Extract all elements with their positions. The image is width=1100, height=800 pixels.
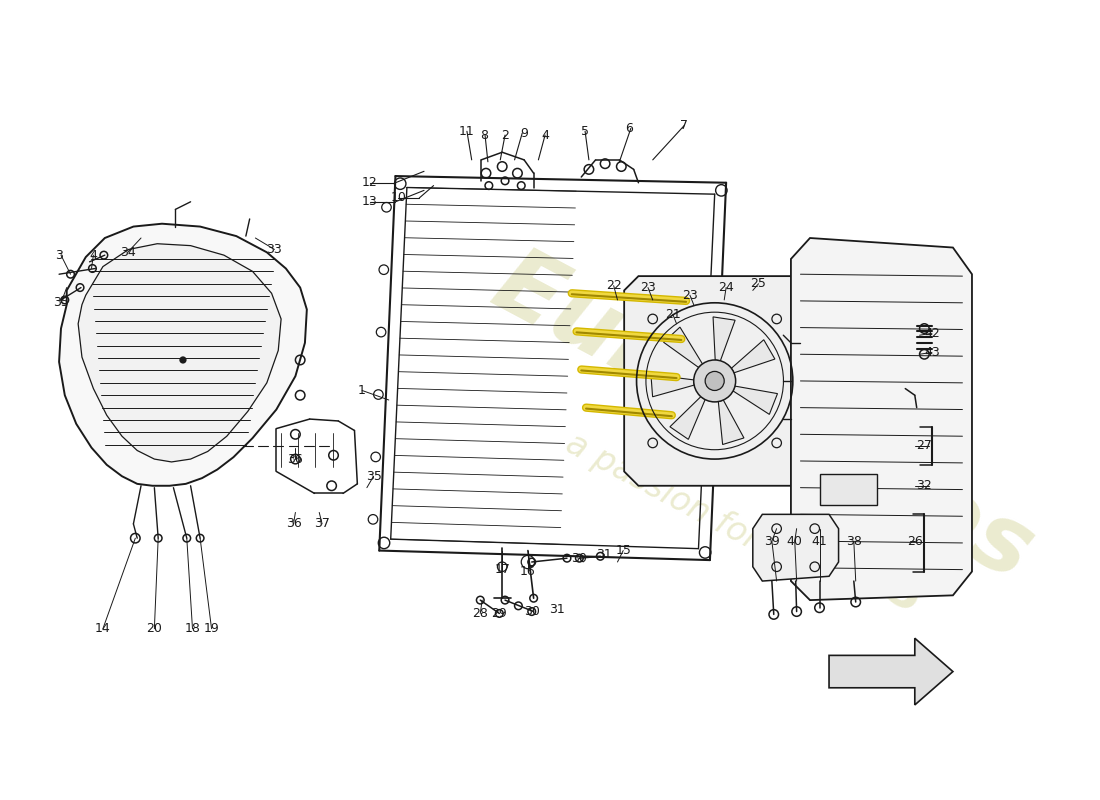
Text: 39: 39 [764, 534, 780, 547]
Text: 6: 6 [625, 122, 632, 135]
Text: 10: 10 [390, 191, 406, 205]
Text: 19: 19 [204, 622, 219, 635]
Polygon shape [624, 276, 805, 486]
Text: 33: 33 [266, 243, 283, 256]
Polygon shape [829, 638, 953, 705]
Text: 35: 35 [365, 470, 382, 482]
Text: 8: 8 [480, 129, 488, 142]
Circle shape [694, 360, 736, 402]
Text: 4: 4 [541, 129, 549, 142]
Text: 4: 4 [89, 249, 97, 262]
Text: 27: 27 [916, 439, 933, 452]
Text: 18: 18 [185, 622, 200, 635]
Text: 40: 40 [786, 534, 803, 547]
Text: 31: 31 [549, 603, 564, 616]
Text: 35: 35 [53, 296, 69, 310]
Text: 20: 20 [146, 622, 163, 635]
Text: 30: 30 [571, 552, 587, 565]
Text: 13: 13 [362, 195, 377, 208]
Polygon shape [733, 386, 778, 414]
Text: a passion for parts: a passion for parts [560, 426, 850, 602]
Polygon shape [718, 400, 744, 445]
Text: 37: 37 [315, 518, 330, 530]
Text: 9: 9 [520, 126, 528, 140]
Text: 23: 23 [682, 289, 697, 302]
Text: 17: 17 [494, 563, 510, 576]
Text: 2: 2 [502, 129, 509, 142]
Polygon shape [713, 317, 735, 361]
Text: 22: 22 [606, 279, 621, 292]
Polygon shape [59, 224, 307, 486]
Text: 43: 43 [924, 346, 939, 359]
Text: 7: 7 [680, 119, 689, 132]
Text: 3: 3 [55, 249, 63, 262]
Text: 15: 15 [615, 544, 631, 557]
Polygon shape [663, 327, 703, 367]
Text: 28: 28 [472, 607, 488, 620]
Polygon shape [732, 340, 774, 373]
Polygon shape [791, 238, 972, 600]
Text: 1: 1 [359, 384, 366, 397]
Text: 21: 21 [664, 308, 681, 321]
Text: 11: 11 [459, 125, 475, 138]
Text: 38: 38 [846, 534, 861, 547]
Text: 24: 24 [718, 281, 734, 294]
Text: 12: 12 [362, 176, 377, 190]
Polygon shape [78, 244, 282, 462]
Circle shape [180, 357, 186, 363]
Text: 5: 5 [581, 125, 590, 138]
Text: 23: 23 [640, 281, 656, 294]
Text: 26: 26 [906, 534, 923, 547]
Text: 34: 34 [120, 246, 135, 258]
Text: 41: 41 [812, 534, 827, 547]
Circle shape [705, 371, 724, 390]
Text: 16: 16 [520, 565, 536, 578]
Text: 36: 36 [287, 453, 304, 466]
Text: 42: 42 [924, 326, 939, 340]
Text: 36: 36 [286, 518, 301, 530]
Polygon shape [651, 374, 694, 397]
Text: 30: 30 [524, 605, 540, 618]
Text: Eurospares: Eurospares [476, 238, 1048, 600]
Polygon shape [670, 397, 705, 439]
Text: 14: 14 [95, 622, 111, 635]
Text: 29: 29 [492, 607, 507, 620]
Text: 25: 25 [750, 278, 767, 290]
Polygon shape [820, 474, 877, 505]
Text: 1085: 1085 [785, 518, 931, 626]
Text: 32: 32 [916, 479, 932, 492]
Polygon shape [752, 514, 838, 581]
Text: 31: 31 [596, 548, 612, 561]
